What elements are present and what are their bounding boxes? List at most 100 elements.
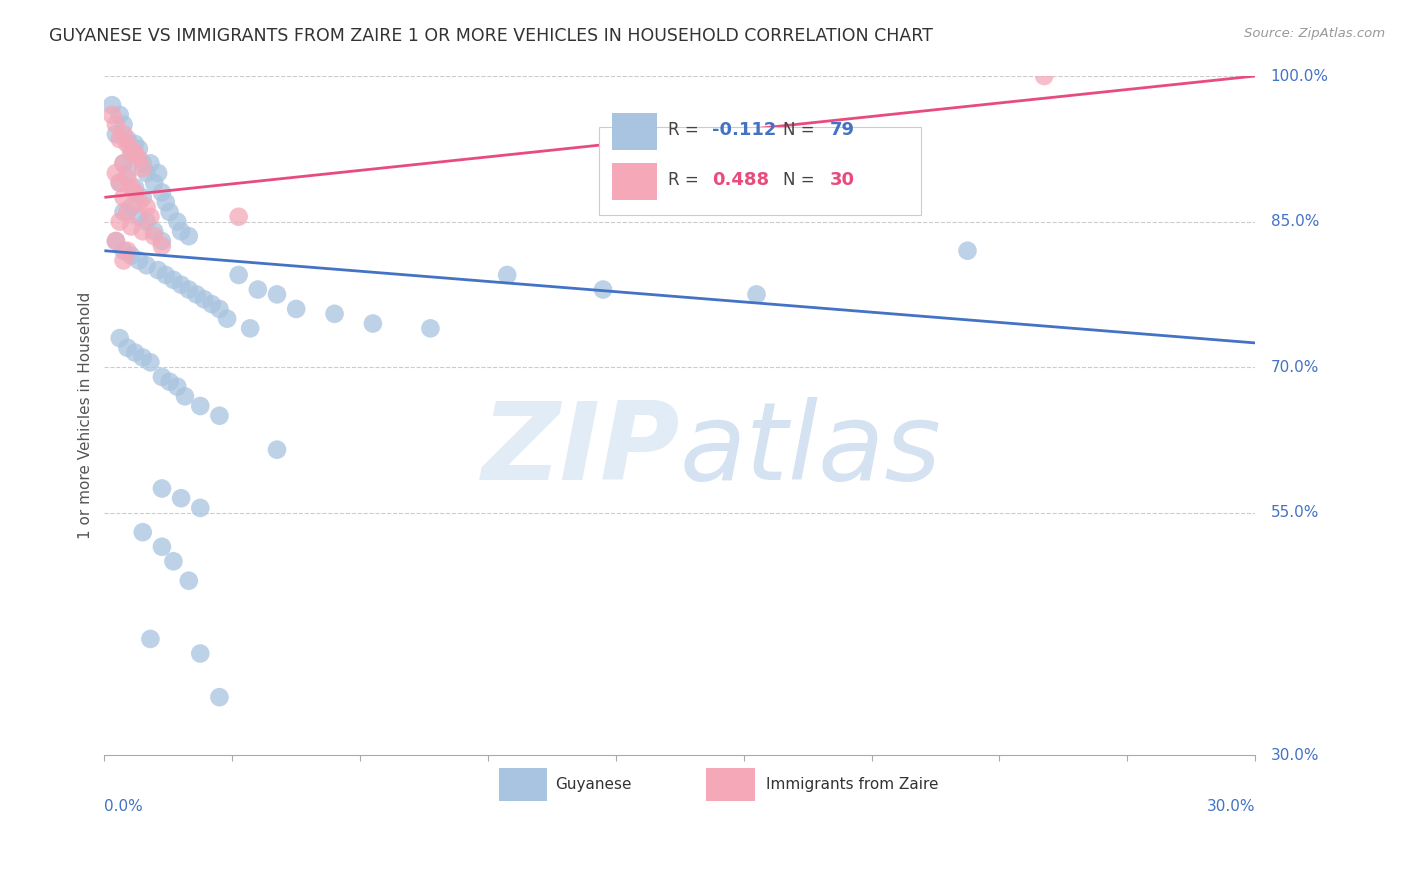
Text: 30: 30 — [830, 171, 855, 189]
Text: 55.0%: 55.0% — [1271, 505, 1319, 520]
Point — [104, 234, 127, 248]
Point — [128, 195, 150, 210]
Point — [228, 268, 250, 282]
Point — [186, 287, 208, 301]
Point — [177, 283, 200, 297]
Point — [146, 263, 169, 277]
Point — [117, 166, 139, 180]
Point — [143, 224, 166, 238]
Point — [120, 249, 142, 263]
Point — [188, 500, 211, 515]
Point — [170, 491, 193, 506]
Point — [188, 647, 211, 661]
Point — [108, 108, 131, 122]
Point — [139, 210, 162, 224]
Point — [170, 277, 193, 292]
Y-axis label: 1 or more Vehicles in Household: 1 or more Vehicles in Household — [79, 292, 93, 540]
Text: Immigrants from Zaire: Immigrants from Zaire — [766, 777, 939, 792]
Point — [170, 224, 193, 238]
Point — [108, 176, 131, 190]
Point — [117, 132, 139, 146]
Point — [188, 399, 211, 413]
Point — [104, 118, 127, 132]
Point — [124, 345, 146, 359]
Point — [361, 317, 384, 331]
Point — [228, 210, 250, 224]
Point — [112, 244, 135, 258]
Point — [745, 287, 768, 301]
Point — [132, 161, 155, 176]
Point — [120, 200, 142, 214]
Point — [117, 205, 139, 219]
Text: 0.0%: 0.0% — [104, 799, 143, 814]
Point — [162, 273, 184, 287]
Point — [266, 442, 288, 457]
Text: Guyanese: Guyanese — [555, 777, 633, 792]
FancyBboxPatch shape — [706, 768, 755, 801]
Point — [120, 180, 142, 194]
Point — [143, 229, 166, 244]
FancyBboxPatch shape — [599, 127, 921, 215]
Point — [956, 244, 979, 258]
Point — [177, 229, 200, 244]
Point — [150, 234, 173, 248]
Point — [124, 186, 146, 200]
Point — [132, 525, 155, 540]
Point — [159, 375, 181, 389]
Point — [135, 166, 157, 180]
Point — [135, 214, 157, 228]
Point — [128, 152, 150, 166]
Point — [208, 409, 231, 423]
Point — [104, 166, 127, 180]
Point — [112, 128, 135, 142]
Point — [128, 253, 150, 268]
Point — [132, 224, 155, 238]
Text: ZIP: ZIP — [481, 397, 679, 503]
Text: 85.0%: 85.0% — [1271, 214, 1319, 229]
Point — [104, 234, 127, 248]
Point — [117, 170, 139, 185]
Point — [135, 258, 157, 272]
Point — [155, 195, 177, 210]
Point — [108, 331, 131, 345]
Point — [108, 132, 131, 146]
Point — [112, 253, 135, 268]
FancyBboxPatch shape — [612, 113, 657, 150]
Text: Source: ZipAtlas.com: Source: ZipAtlas.com — [1244, 27, 1385, 40]
Point — [135, 200, 157, 214]
Point — [132, 156, 155, 170]
Point — [108, 176, 131, 190]
Point — [143, 176, 166, 190]
Point — [124, 136, 146, 151]
Point — [155, 268, 177, 282]
Point — [124, 146, 146, 161]
Point — [592, 283, 614, 297]
Point — [150, 370, 173, 384]
Text: -0.112: -0.112 — [711, 121, 776, 139]
Point — [117, 244, 139, 258]
Text: GUYANESE VS IMMIGRANTS FROM ZAIRE 1 OR MORE VEHICLES IN HOUSEHOLD CORRELATION CH: GUYANESE VS IMMIGRANTS FROM ZAIRE 1 OR M… — [49, 27, 934, 45]
Point — [208, 690, 231, 705]
Text: N =: N = — [783, 121, 820, 139]
Point — [150, 186, 173, 200]
Point — [101, 98, 124, 112]
Text: 79: 79 — [830, 121, 855, 139]
Point — [112, 156, 135, 170]
Text: R =: R = — [668, 171, 704, 189]
Point — [150, 239, 173, 253]
Point — [108, 214, 131, 228]
Point — [124, 180, 146, 194]
Point — [112, 156, 135, 170]
Text: atlas: atlas — [679, 397, 942, 502]
Text: 30.0%: 30.0% — [1206, 799, 1256, 814]
Point — [146, 166, 169, 180]
Point — [246, 283, 269, 297]
Point — [166, 214, 188, 228]
Text: N =: N = — [783, 171, 820, 189]
Point — [266, 287, 288, 301]
Point — [120, 219, 142, 234]
FancyBboxPatch shape — [612, 163, 657, 200]
Point — [139, 156, 162, 170]
Point — [112, 118, 135, 132]
Point — [177, 574, 200, 588]
